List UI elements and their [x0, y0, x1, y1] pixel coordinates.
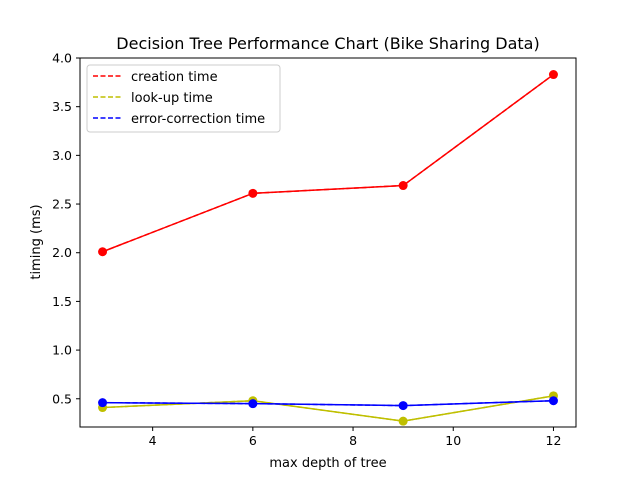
data-point-error-correction-time	[548, 396, 558, 406]
data-point-creation-time	[248, 188, 258, 198]
data-point-look-up-time	[398, 416, 408, 426]
y-tick-label: 3.0	[52, 148, 72, 163]
data-point-error-correction-time	[398, 401, 408, 411]
legend-box	[86, 64, 281, 133]
series-fit-line-look-up-time	[102, 395, 554, 422]
legend-label-error-correction-time: error-correction time	[131, 112, 265, 127]
y-tick-label: 4.0	[52, 51, 72, 66]
y-axis-label: timing (ms)	[29, 204, 44, 279]
x-axis-label: max depth of tree	[269, 456, 386, 471]
series-fit-line-error-correction-time	[102, 399, 554, 407]
y-tick-label: 1.5	[52, 294, 72, 309]
y-tick-label: 1.0	[52, 343, 72, 358]
chart-title: Decision Tree Performance Chart (Bike Sh…	[116, 34, 539, 53]
y-tick-label: 0.5	[52, 391, 72, 406]
data-point-creation-time	[98, 247, 108, 257]
legend: creation time look-up time error-correct…	[86, 64, 281, 133]
x-tick-label: 4	[149, 433, 157, 448]
legend-label-look-up-time: look-up time	[131, 91, 213, 106]
series-fit-line-creation-time	[102, 73, 554, 253]
data-point-error-correction-time	[248, 399, 258, 409]
y-tick-label: 3.5	[52, 99, 72, 114]
y-axis: 0.5 1.0 1.5 2.0 2.5 3.0 3.5 4.0	[52, 51, 80, 406]
series-layer	[98, 70, 558, 426]
legend-label-creation-time: creation time	[131, 70, 218, 85]
x-tick-label: 8	[349, 433, 357, 448]
x-tick-label: 6	[249, 433, 257, 448]
x-tick-label: 12	[546, 433, 562, 448]
data-point-creation-time	[398, 181, 408, 191]
data-point-error-correction-time	[98, 398, 108, 408]
y-tick-label: 2.5	[52, 197, 72, 212]
y-tick-label: 2.0	[52, 245, 72, 260]
x-tick-label: 10	[445, 433, 461, 448]
data-point-creation-time	[548, 70, 558, 80]
x-axis: 4 6 8 10 12	[149, 427, 562, 448]
